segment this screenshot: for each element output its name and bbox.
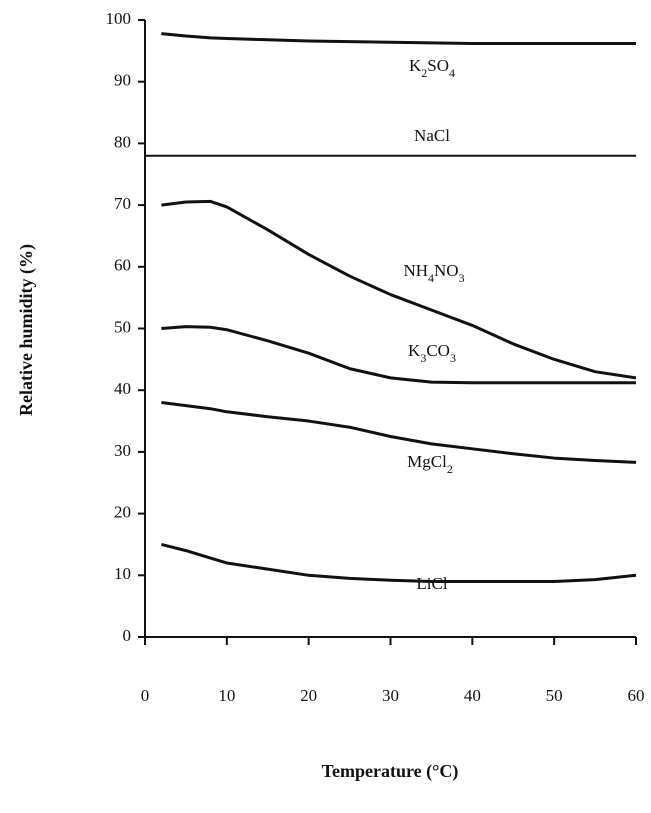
series-label: K2SO4 [409, 56, 455, 80]
y-tick-label: 90 [114, 71, 131, 90]
series-line [161, 325, 636, 385]
y-tick-label: 60 [114, 256, 131, 275]
series-label: NaCl [414, 126, 450, 145]
series-label: K3CO3 [408, 341, 456, 365]
series-line [161, 32, 636, 45]
y-tick-label: 100 [106, 9, 132, 28]
x-tick-label: 50 [546, 686, 563, 705]
y-tick-label: 50 [114, 317, 131, 336]
y-tick-label: 10 [114, 564, 131, 583]
series-label: NH4NO3 [403, 261, 464, 285]
series-line [161, 542, 637, 583]
series-line [161, 401, 637, 464]
x-tick-label: 60 [628, 686, 645, 705]
y-axis-title: Relative humidity (%) [16, 244, 37, 416]
y-tick-label: 0 [123, 626, 132, 645]
series-line [161, 199, 637, 380]
y-tick-label: 30 [114, 441, 131, 460]
series-label: MgCl2 [407, 452, 453, 476]
x-tick-label: 10 [218, 686, 235, 705]
x-axis-title: Temperature (°C) [322, 761, 459, 782]
x-tick-label: 0 [141, 686, 150, 705]
x-tick-label: 20 [300, 686, 317, 705]
x-tick-label: 40 [464, 686, 481, 705]
x-tick-label: 30 [382, 686, 399, 705]
y-tick-label: 70 [114, 194, 131, 213]
y-tick-label: 80 [114, 132, 131, 151]
series-label: LiCl [416, 574, 447, 593]
y-tick-label: 40 [114, 379, 131, 398]
y-tick-label: 20 [114, 503, 131, 522]
